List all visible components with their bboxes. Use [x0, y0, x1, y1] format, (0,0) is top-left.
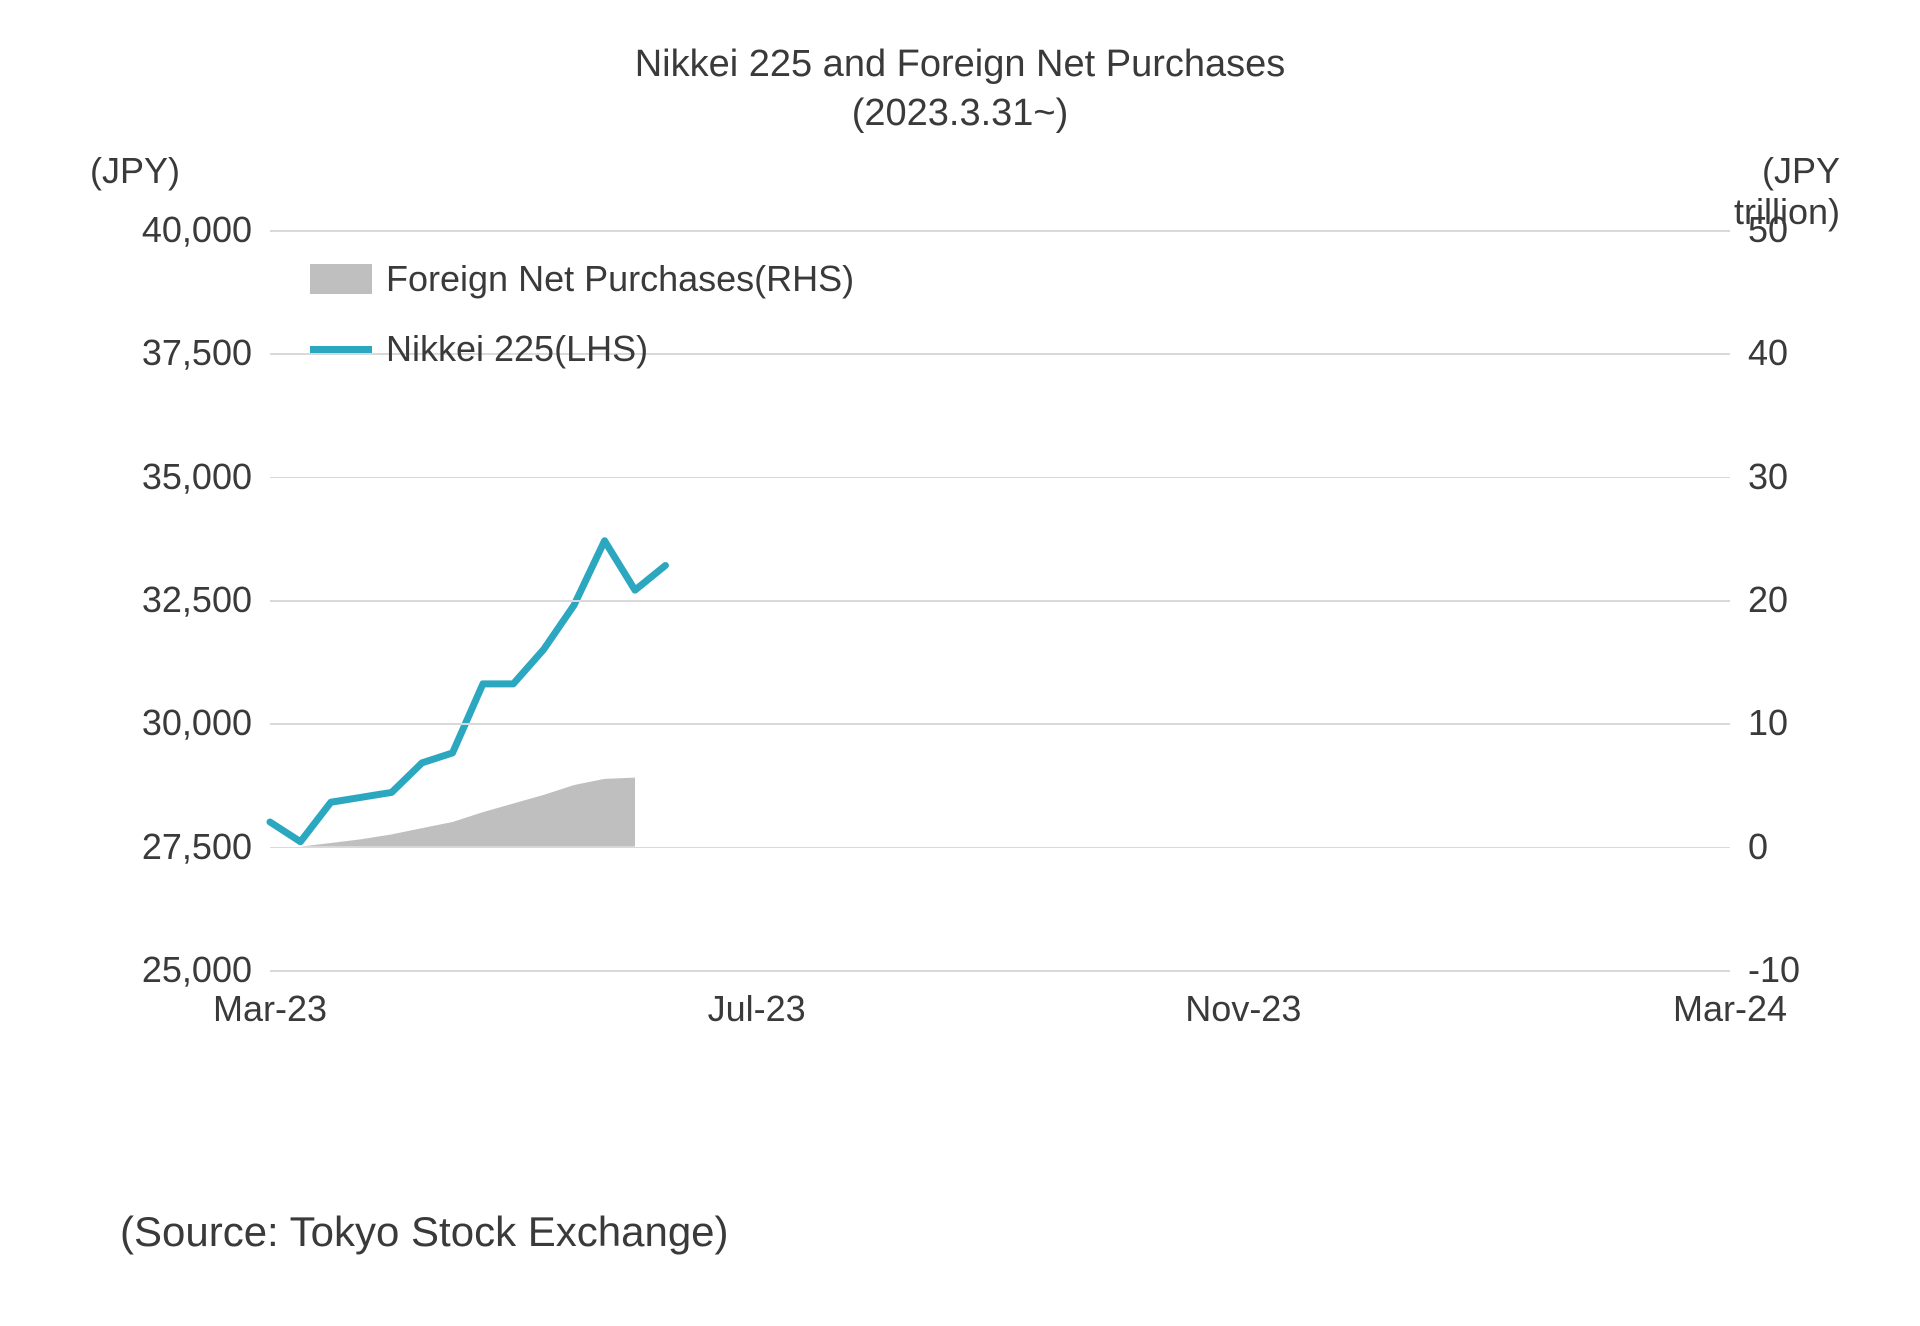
- y-axis-left-label: (JPY): [90, 150, 180, 192]
- x-tick: Mar-23: [213, 988, 327, 1030]
- y-right-tick: 30: [1748, 456, 1788, 498]
- y-left-tick: 27,500: [142, 826, 252, 868]
- y-left-tick: 37,500: [142, 332, 252, 374]
- x-tick: Jul-23: [708, 988, 806, 1030]
- x-tick: Nov-23: [1185, 988, 1301, 1030]
- y-left-tick: 35,000: [142, 456, 252, 498]
- gridline: [270, 970, 1730, 972]
- y-right-tick: -10: [1748, 949, 1800, 991]
- gridline: [270, 723, 1730, 725]
- gridline: [270, 230, 1730, 232]
- chart-title-line2: (2023.3.31~): [852, 92, 1069, 134]
- chart-title: Nikkei 225 and Foreign Net Purchases (20…: [60, 40, 1860, 139]
- y-left-tick: 25,000: [142, 949, 252, 991]
- legend-item-foreign: Foreign Net Purchases(RHS): [310, 258, 854, 300]
- y-axis-right-label-line1: (JPY: [1762, 150, 1840, 191]
- source-text: (Source: Tokyo Stock Exchange): [120, 1208, 729, 1256]
- legend-swatch-area-icon: [310, 264, 372, 294]
- chart-container: Nikkei 225 and Foreign Net Purchases (20…: [60, 40, 1860, 1140]
- chart-title-line1: Nikkei 225 and Foreign Net Purchases: [635, 43, 1286, 85]
- plot-area: Foreign Net Purchases(RHS) Nikkei 225(LH…: [270, 230, 1730, 970]
- x-tick: Mar-24: [1673, 988, 1787, 1030]
- legend-label-nikkei: Nikkei 225(LHS): [386, 328, 648, 370]
- gridline: [270, 600, 1730, 602]
- gridline: [270, 847, 1730, 849]
- legend: Foreign Net Purchases(RHS) Nikkei 225(LH…: [310, 258, 854, 398]
- y-right-tick: 10: [1748, 702, 1788, 744]
- gridline: [270, 477, 1730, 479]
- y-right-tick: 50: [1748, 209, 1788, 251]
- y-right-tick: 20: [1748, 579, 1788, 621]
- y-left-tick: 40,000: [142, 209, 252, 251]
- legend-swatch-line-icon: [310, 346, 372, 353]
- y-left-tick: 30,000: [142, 702, 252, 744]
- legend-label-foreign: Foreign Net Purchases(RHS): [386, 258, 854, 300]
- y-right-tick: 40: [1748, 332, 1788, 374]
- y-left-tick: 32,500: [142, 579, 252, 621]
- y-right-tick: 0: [1748, 826, 1768, 868]
- legend-item-nikkei: Nikkei 225(LHS): [310, 328, 854, 370]
